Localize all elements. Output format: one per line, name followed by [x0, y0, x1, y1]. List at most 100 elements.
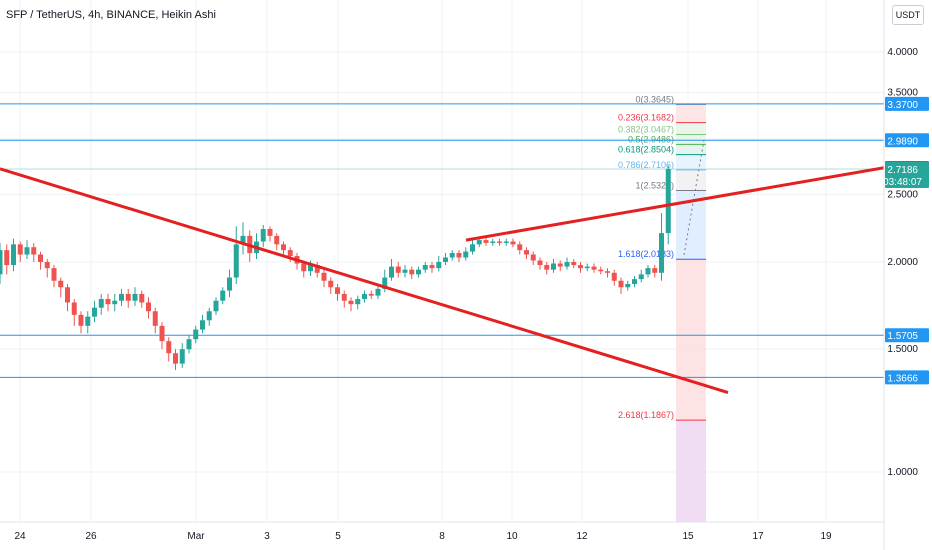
fib-level-label: 2.618(1.1867) — [618, 410, 674, 420]
candle-body — [206, 311, 212, 321]
candle-body — [267, 229, 273, 236]
candle-body — [510, 241, 516, 245]
fib-level-label: 0.236(3.1682) — [618, 113, 674, 123]
candle-body — [503, 241, 509, 243]
candle-body — [274, 235, 280, 245]
candle-body — [112, 300, 118, 305]
candle-body — [483, 240, 489, 243]
price-tick-label: 1.0000 — [887, 467, 918, 478]
candle-body — [227, 277, 232, 291]
candle-body — [517, 244, 523, 251]
grid — [0, 0, 884, 522]
fib-zone — [676, 122, 706, 135]
fib-level-label: 1.618(2.0183) — [618, 249, 674, 259]
candle-body — [551, 263, 556, 270]
candle-body — [557, 263, 563, 267]
candle-body — [281, 244, 286, 251]
fibonacci-retracement: 0(3.3645) 0.236(3.1682)0.382(3.0467)0.5(2… — [618, 94, 706, 522]
price-label-text: 3.3700 — [887, 100, 918, 111]
candle-body — [179, 349, 185, 364]
candle-body — [530, 254, 536, 261]
price-label-text: 1.3666 — [887, 373, 918, 384]
candle-body — [443, 257, 448, 262]
time-tick-label: 5 — [335, 531, 341, 542]
time-tick-label: 12 — [576, 531, 588, 542]
candle-body — [78, 314, 84, 326]
candle-body — [524, 250, 529, 255]
price-label-tag — [885, 161, 929, 188]
candle-body — [571, 262, 577, 266]
fib-level-label: 0.618(2.8504) — [618, 145, 674, 155]
candle-body — [402, 269, 408, 273]
candle-body — [260, 229, 266, 242]
fib-level-label: 0(3.3645) — [635, 94, 674, 104]
candle-body — [200, 320, 205, 330]
candle-body — [618, 280, 624, 288]
candles — [0, 165, 671, 371]
candle-body — [173, 353, 178, 364]
candle-body — [105, 299, 111, 305]
countdown-label: 03:48:07 — [883, 177, 922, 188]
candle-body — [233, 244, 239, 278]
candle-body — [476, 240, 482, 245]
candle-body — [564, 262, 570, 267]
candle-body — [166, 341, 172, 354]
candle-body — [368, 293, 374, 296]
fib-zone — [676, 169, 706, 191]
candle-body — [4, 250, 10, 266]
currency-button[interactable]: USDT — [892, 5, 924, 25]
time-tick-label: 10 — [506, 531, 518, 542]
fib-level-label: 0.786(2.7106) — [618, 160, 674, 170]
candle-body — [395, 266, 401, 273]
candle-body — [92, 307, 97, 317]
candle-body — [665, 168, 671, 234]
price-label-text: 1.5705 — [887, 331, 918, 342]
price-label-tag — [885, 133, 929, 148]
candle-body — [362, 293, 367, 300]
candle-body — [119, 293, 124, 301]
fib-level-label: 0.382(3.0467) — [618, 124, 674, 134]
candle-body — [58, 280, 64, 288]
candle-body — [186, 339, 192, 350]
candle-body — [389, 266, 394, 278]
candle-body — [17, 244, 23, 255]
price-tick-label: 3.5000 — [887, 87, 918, 98]
time-tick-label: 17 — [752, 531, 764, 542]
candle-body — [220, 290, 226, 301]
candle-body — [146, 302, 151, 312]
candle-body — [287, 250, 293, 257]
candle-body — [463, 251, 469, 258]
candle-body — [125, 293, 131, 301]
candle-body — [71, 302, 77, 315]
candle-body — [139, 293, 145, 303]
fib-zone — [676, 134, 706, 145]
price-tick-label: 4.0000 — [887, 47, 918, 58]
candle-body — [152, 311, 158, 326]
symbol-title: SFP / TetherUS, 4h, BINANCE, Heikin Ashi — [6, 9, 216, 21]
candle-body — [31, 247, 37, 255]
fib-zone — [676, 420, 706, 522]
candle-body — [578, 265, 583, 269]
trendlines — [0, 166, 885, 394]
time-tick-label: 3 — [264, 531, 270, 542]
candle-body — [416, 269, 421, 275]
candle-body — [584, 266, 590, 269]
price-label-text: 2.7186 — [887, 165, 918, 176]
candle-body — [537, 260, 543, 266]
candle-body — [44, 262, 50, 269]
candle-body — [193, 329, 199, 340]
candle-body — [24, 247, 30, 255]
candle-body — [490, 241, 496, 243]
candle-body — [38, 254, 43, 262]
candle-body — [645, 268, 651, 275]
price-label-tag — [885, 328, 929, 343]
candle-body — [213, 300, 219, 312]
fib-level-label: 0.5(2.9486) — [628, 134, 674, 144]
candle-body — [314, 265, 320, 273]
candle-body — [382, 277, 388, 289]
candle-body — [605, 271, 610, 273]
candle-body — [422, 265, 428, 270]
fib-zone — [676, 144, 706, 155]
price-tick-label: 2.0000 — [887, 257, 918, 268]
